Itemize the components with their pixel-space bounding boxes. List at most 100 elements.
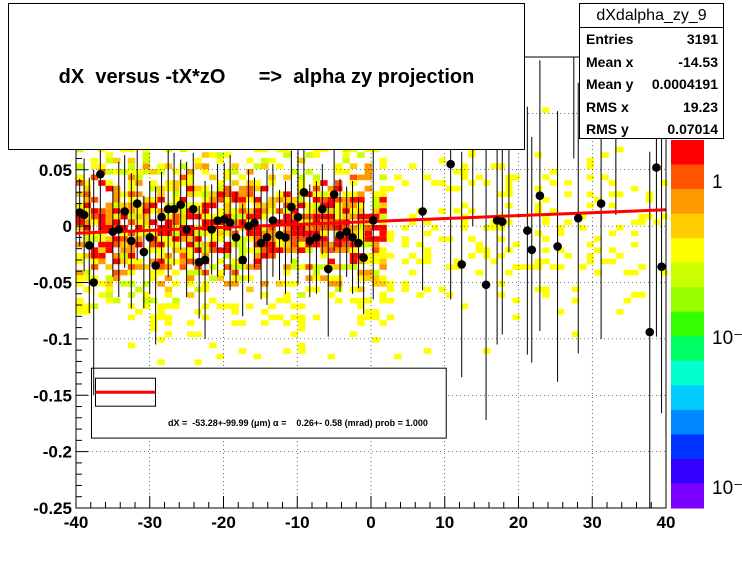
profile-point xyxy=(132,199,142,208)
x-tick-label: -40 xyxy=(64,513,89,532)
heatmap-cell xyxy=(150,230,158,237)
heatmap-cell xyxy=(113,258,121,265)
heatmap-cell xyxy=(120,213,128,220)
profile-point xyxy=(182,225,191,234)
heatmap-cell xyxy=(497,253,506,259)
heatmap-cell xyxy=(238,348,247,354)
heatmap-cell xyxy=(105,241,113,248)
heatmap-cell xyxy=(83,202,91,209)
profile-point xyxy=(535,191,545,200)
heatmap-cell xyxy=(224,213,232,220)
heatmap-cell xyxy=(579,264,587,270)
heatmap-cell xyxy=(483,225,491,231)
heatmap-cell xyxy=(357,303,365,309)
heatmap-cell xyxy=(90,157,99,164)
heatmap-cell xyxy=(187,185,195,192)
heatmap-cell xyxy=(364,253,372,259)
heatmap-cell xyxy=(416,258,424,265)
heatmap-cell xyxy=(631,292,639,298)
heatmap-cell xyxy=(616,253,624,259)
heatmap-cell xyxy=(320,191,328,197)
heatmap-cell xyxy=(335,163,343,169)
profile-point xyxy=(359,253,368,262)
heatmap-cell xyxy=(386,230,395,237)
heatmap-cell xyxy=(298,202,306,209)
heatmap-cell xyxy=(349,258,358,265)
heatmap-cell xyxy=(216,303,224,309)
heatmap-cell xyxy=(150,169,158,175)
heatmap-cell xyxy=(135,309,143,315)
heatmap-cell xyxy=(283,269,291,276)
heatmap-cell xyxy=(660,180,668,186)
heatmap-cell xyxy=(216,247,224,253)
heatmap-cell xyxy=(209,191,217,197)
heatmap-cell xyxy=(157,169,165,175)
title-box: dX versus -tX*zO => alpha zy projection xyxy=(8,3,525,150)
heatmap-cell xyxy=(335,264,343,270)
heatmap-cell xyxy=(638,219,646,225)
heatmap-cell xyxy=(83,225,91,231)
heatmap-cell xyxy=(564,219,572,225)
heatmap-cell xyxy=(305,191,313,197)
profile-point xyxy=(457,260,467,269)
heatmap-cell xyxy=(135,286,143,293)
heatmap-cell xyxy=(172,191,180,197)
heatmap-cell xyxy=(542,197,550,203)
heatmap-cell xyxy=(253,197,261,203)
heatmap-cell xyxy=(209,236,217,242)
heatmap-cell xyxy=(83,208,91,214)
heatmap-cell xyxy=(349,247,358,253)
heatmap-cell xyxy=(105,152,113,158)
profile-point xyxy=(318,204,327,214)
palette-label: 10⁻² xyxy=(712,478,742,499)
heatmap-cell xyxy=(253,180,261,186)
heatmap-cell xyxy=(142,219,150,225)
profile-point xyxy=(96,169,105,179)
heatmap-cell xyxy=(216,157,224,164)
heatmap-cell xyxy=(364,185,372,192)
heatmap-cell xyxy=(460,219,469,225)
profile-point xyxy=(348,233,357,242)
heatmap-cell xyxy=(179,230,187,237)
heatmap-cell xyxy=(216,191,224,197)
heatmap-cell xyxy=(409,213,417,220)
heatmap-cell xyxy=(542,219,550,225)
heatmap-cell xyxy=(150,247,158,253)
heatmap-cell xyxy=(364,297,372,304)
heatmap-cell xyxy=(638,264,646,270)
heatmap-cell xyxy=(298,247,306,253)
heatmap-cell xyxy=(187,213,195,220)
heatmap-cell xyxy=(231,269,239,276)
heatmap-cell xyxy=(423,219,432,225)
profile-point xyxy=(497,217,507,226)
heatmap-cell xyxy=(261,281,269,287)
heatmap-cell xyxy=(261,320,269,326)
profile-point xyxy=(523,226,532,235)
heatmap-cell xyxy=(320,275,328,281)
heatmap-cell xyxy=(253,230,261,237)
heatmap-cell xyxy=(608,247,617,253)
heatmap-cell xyxy=(364,309,372,315)
heatmap-cell xyxy=(261,309,269,315)
heatmap-cell xyxy=(372,236,380,242)
heatmap-cell xyxy=(105,275,113,281)
fit-legend-frame xyxy=(90,367,447,439)
heatmap-cell xyxy=(231,303,239,309)
heatmap-cell xyxy=(283,281,291,287)
heatmap-cell xyxy=(150,314,158,321)
heatmap-cell xyxy=(135,191,143,197)
heatmap-cell xyxy=(520,264,528,270)
heatmap-cell xyxy=(320,241,328,248)
heatmap-cell xyxy=(327,247,335,253)
heatmap-cell xyxy=(364,258,372,265)
heatmap-cell xyxy=(179,180,187,186)
heatmap-cell xyxy=(357,213,365,220)
heatmap-cell xyxy=(379,258,387,265)
heatmap-cell xyxy=(105,292,113,298)
profile-point xyxy=(268,216,278,225)
heatmap-cell xyxy=(372,191,380,197)
heatmap-cell xyxy=(231,219,239,225)
heatmap-cell xyxy=(298,342,306,349)
heatmap-cell xyxy=(542,174,550,181)
heatmap-cell xyxy=(594,197,602,203)
